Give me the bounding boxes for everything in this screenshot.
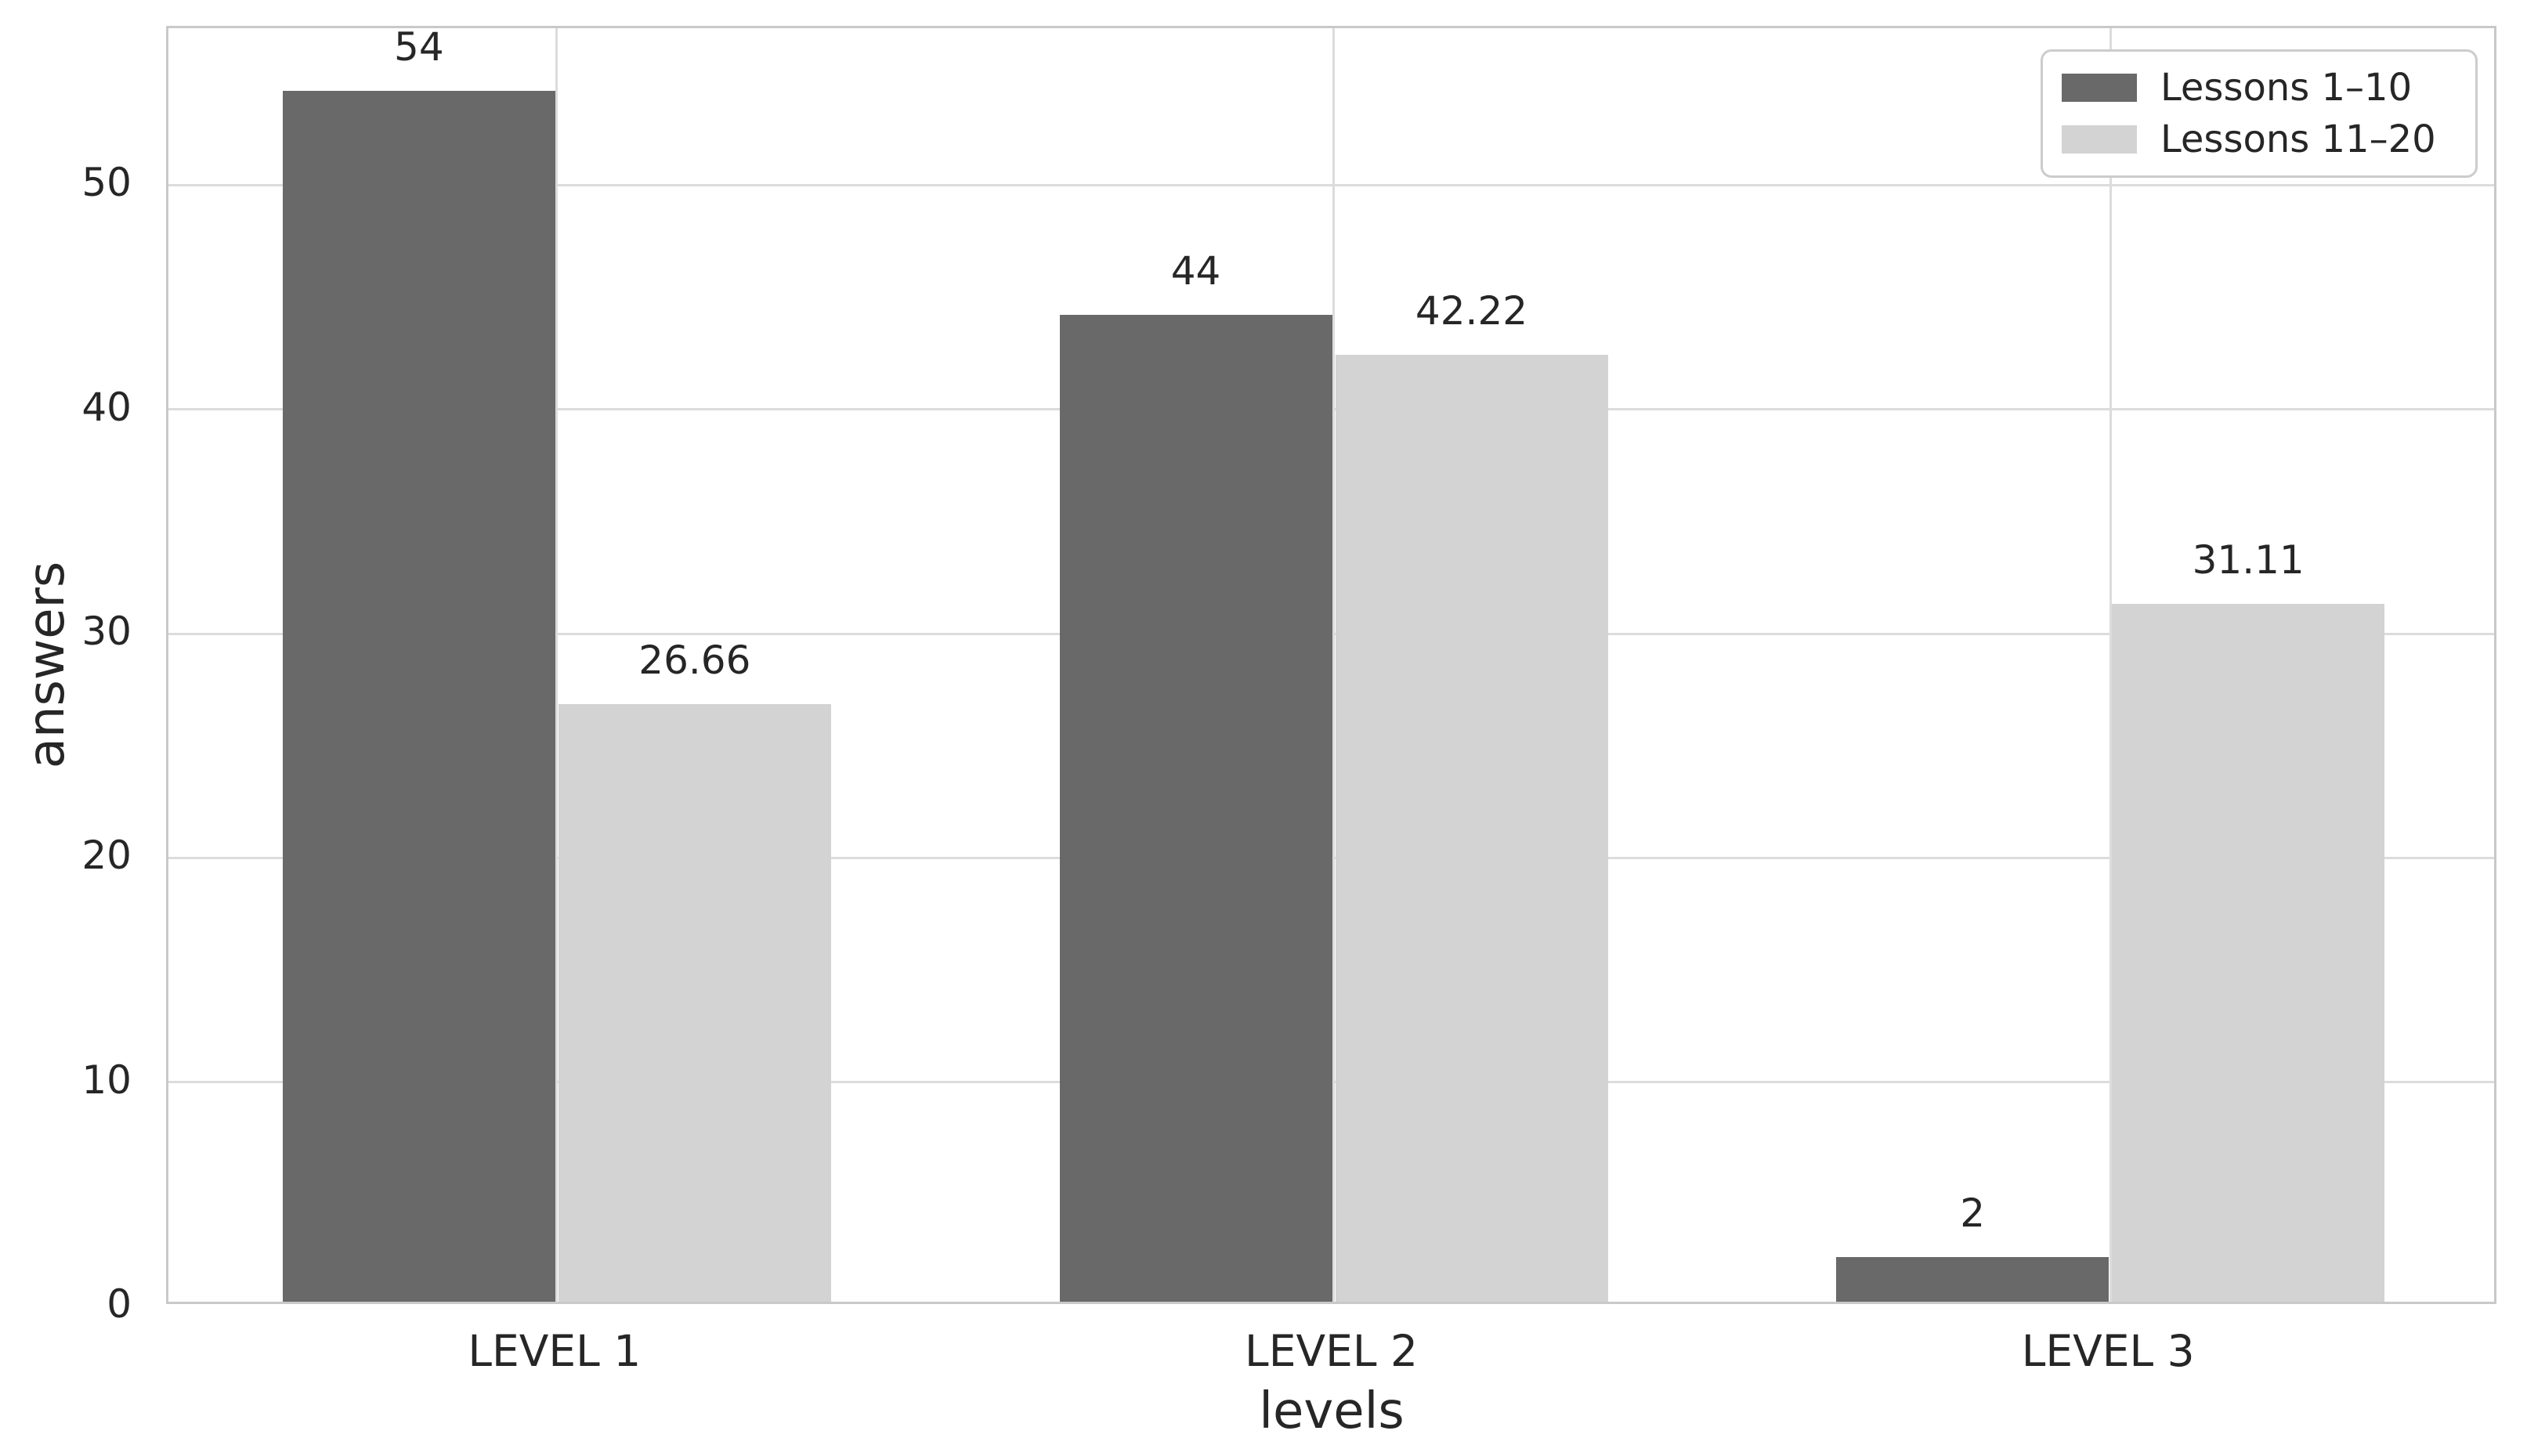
bar-value-label: 42.22 bbox=[1415, 288, 1528, 334]
bar-lessons-1-10-level-2 bbox=[1059, 315, 1332, 1302]
bar-value-label: 2 bbox=[1960, 1190, 1986, 1236]
bar-lessons-1-10-level-1 bbox=[282, 90, 555, 1302]
y-tick-label: 20 bbox=[81, 833, 132, 879]
bar-lessons-11-20-level-1 bbox=[558, 703, 831, 1302]
y-axis-label: answers bbox=[18, 561, 76, 769]
legend: Lessons 1–10 Lessons 11–20 bbox=[2041, 49, 2478, 178]
legend-label-lessons-1-10: Lessons 1–10 bbox=[2160, 66, 2413, 110]
gridline-vertical bbox=[555, 28, 559, 1302]
bar-value-label: 31.11 bbox=[2192, 537, 2305, 583]
legend-label-lessons-11-20: Lessons 11–20 bbox=[2160, 117, 2436, 161]
bar-value-label: 44 bbox=[1170, 248, 1221, 294]
bar-value-label: 26.66 bbox=[638, 637, 751, 683]
x-axis-label: levels bbox=[1259, 1382, 1404, 1440]
y-tick-label: 50 bbox=[81, 160, 132, 206]
y-tick-label: 40 bbox=[81, 384, 132, 430]
x-tick-label: LEVEL 3 bbox=[2021, 1326, 2195, 1376]
y-tick-label: 0 bbox=[107, 1281, 132, 1327]
y-tick-label: 30 bbox=[81, 609, 132, 655]
legend-swatch-lessons-11-20-icon bbox=[2062, 125, 2137, 154]
plot-area: 54 26.66 44 42.22 2 31.11 bbox=[166, 23, 2496, 1304]
bar-lessons-11-20-level-3 bbox=[2112, 604, 2385, 1302]
x-tick-label: LEVEL 1 bbox=[468, 1326, 642, 1376]
legend-row: Lessons 1–10 bbox=[2062, 69, 2457, 107]
bar-lessons-11-20-level-2 bbox=[1335, 355, 1608, 1302]
bar-value-label: 54 bbox=[394, 23, 444, 70]
gridline-vertical bbox=[2109, 28, 2112, 1302]
gridline-horizontal bbox=[168, 183, 2494, 186]
gridline-vertical bbox=[1332, 28, 1335, 1302]
y-tick-label: 10 bbox=[81, 1057, 132, 1103]
legend-swatch-lessons-1-10-icon bbox=[2062, 74, 2137, 102]
legend-row: Lessons 11–20 bbox=[2062, 121, 2457, 158]
x-tick-label: LEVEL 2 bbox=[1245, 1326, 1418, 1376]
bar-lessons-1-10-level-3 bbox=[1836, 1256, 2109, 1302]
